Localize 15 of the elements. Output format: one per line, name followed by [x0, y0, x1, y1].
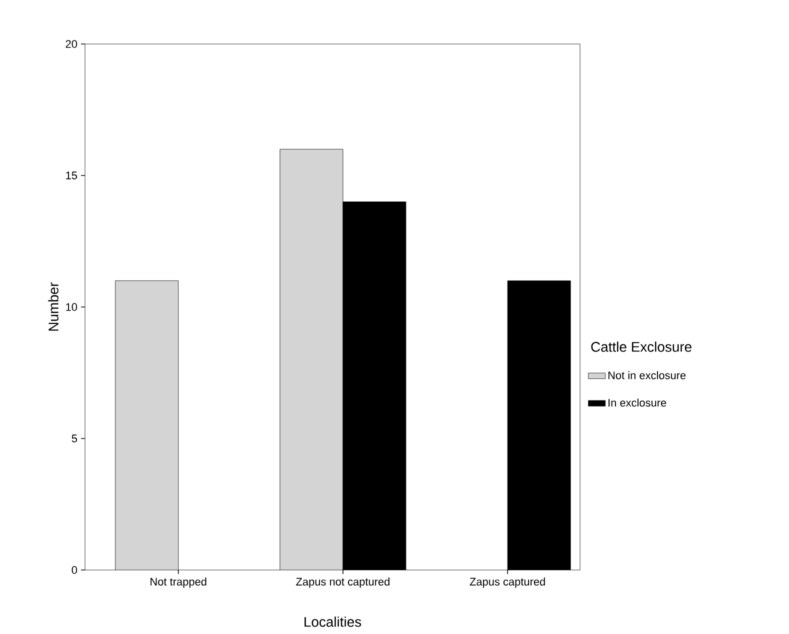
- legend-title: Cattle Exclosure: [591, 342, 692, 352]
- bar: [280, 148, 344, 570]
- legend-label: Not in exclosure: [608, 371, 686, 380]
- bar: [115, 280, 179, 570]
- x-tick-label: Zapus captured: [470, 578, 545, 588]
- y-tick-label: 20: [66, 40, 78, 48]
- y-tick-label: 0: [72, 566, 78, 574]
- legend-label: In exclosure: [608, 398, 666, 407]
- y-axis-title: Number: [48, 282, 58, 331]
- x-tick-label: Not trapped: [150, 578, 206, 588]
- x-axis-title: Localities: [304, 616, 362, 627]
- y-tick-label: 5: [72, 434, 78, 442]
- y-tick-label: 10: [66, 303, 78, 311]
- y-tick-label: 15: [66, 172, 78, 180]
- x-tick-label: Zapus not captured: [296, 578, 390, 588]
